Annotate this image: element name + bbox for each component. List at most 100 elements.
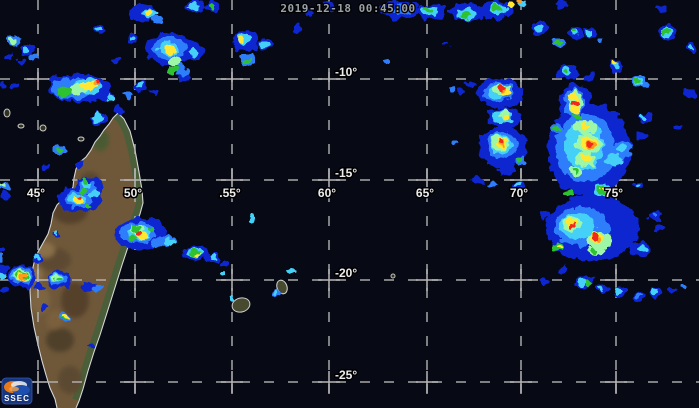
precip-cell [634, 184, 640, 188]
precip-cell [565, 191, 573, 197]
mayotte-island [77, 136, 85, 142]
precip-cell [304, 10, 314, 16]
precip-cell [655, 224, 665, 232]
precip-cell [136, 82, 144, 88]
latitude-label: -10° [335, 65, 357, 79]
precip-cell [275, 290, 279, 294]
precip-cell [460, 11, 470, 19]
precip-cell [219, 272, 225, 276]
precip-cell [508, 3, 516, 9]
precip-cell [29, 54, 37, 60]
precip-cell [164, 45, 176, 53]
precip-cell [289, 269, 295, 273]
precip-cell [534, 24, 544, 32]
precip-cell [208, 254, 216, 260]
precip-cell [601, 187, 607, 191]
precip-cell [558, 266, 568, 274]
precip-cell [96, 27, 102, 31]
precip-cell [0, 247, 6, 253]
precip-cell [144, 9, 152, 15]
precip-cell [0, 272, 6, 278]
precip-cell [551, 125, 559, 131]
precip-cell [16, 57, 24, 63]
longitude-label: 60° [318, 186, 336, 200]
precip-cell [586, 31, 592, 35]
precip-cell [163, 239, 177, 247]
precip-cell [228, 297, 234, 301]
precip-cell [42, 163, 50, 169]
rodrigues-island [390, 273, 396, 279]
precip-cell [113, 105, 123, 113]
precip-cell [56, 148, 62, 152]
precip-cell [570, 28, 574, 32]
comoros-island-1 [3, 108, 11, 118]
latitude-label: -25° [335, 368, 357, 382]
precip-cell [149, 228, 155, 232]
precip-cell [499, 164, 515, 176]
precip-cell [248, 44, 258, 52]
precip-cell [553, 39, 561, 45]
precip-cell [0, 263, 9, 273]
precip-cell [123, 92, 131, 98]
precip-cell [678, 285, 684, 289]
precip-cell [384, 60, 390, 64]
precip-cell [193, 252, 199, 256]
precip-cell [250, 215, 256, 221]
latitude-label: -20° [335, 266, 357, 280]
precip-cell [541, 279, 549, 285]
precip-cell [4, 53, 14, 61]
precip-cell [395, 4, 413, 14]
precip-cell [663, 29, 669, 33]
precip-cell [18, 273, 26, 281]
precip-cell [616, 145, 626, 153]
precip-cell [572, 169, 578, 173]
precip-cell [557, 244, 563, 248]
precip-cell [554, 1, 566, 9]
precip-cell [94, 80, 100, 84]
precip-cell [668, 287, 676, 293]
precip-cell [635, 79, 641, 83]
comoros-island-2 [17, 123, 25, 129]
ssec-logo-text: SSEC [4, 394, 30, 403]
precip-cell [73, 196, 83, 204]
precip-cell [497, 85, 505, 91]
precip-cell [515, 183, 521, 187]
precip-cell [580, 122, 590, 130]
precip-cell [516, 158, 522, 162]
precip-cell [0, 255, 3, 261]
precip-cell [9, 38, 17, 44]
precip-cell [90, 191, 100, 199]
precip-cell [87, 343, 93, 347]
precip-cell [70, 85, 86, 95]
reunion-island [231, 297, 251, 313]
precip-cell [563, 69, 569, 73]
precip-cell [611, 62, 617, 66]
precip-cell [651, 212, 657, 216]
timestamp-label: 2019-12-18 00:45:00 [280, 2, 415, 15]
precip-cell [652, 290, 658, 294]
precip-cell [0, 183, 6, 187]
longitude-label: 70° [510, 186, 528, 200]
precip-cell [568, 92, 578, 100]
precip-cell [292, 24, 302, 32]
precip-cell [502, 114, 510, 120]
precip-cell [577, 278, 587, 286]
precip-cell [58, 87, 72, 97]
precip-cell [0, 83, 7, 89]
precip-cell [80, 188, 88, 194]
precip-cell [131, 224, 141, 232]
precip-cell [450, 139, 458, 145]
precip-cell [639, 114, 647, 120]
precip-cell [260, 41, 268, 47]
precip-cell [583, 73, 595, 81]
precip-cell [0, 284, 10, 292]
longitude-label: 65° [416, 186, 434, 200]
longitude-label: 45° [27, 186, 45, 200]
precip-cell [52, 231, 56, 235]
precip-cell [113, 58, 121, 64]
precip-cell [220, 260, 230, 266]
precip-cell [55, 277, 61, 281]
ssec-logo-globe-graphic [4, 381, 30, 395]
precip-cell [129, 235, 137, 241]
